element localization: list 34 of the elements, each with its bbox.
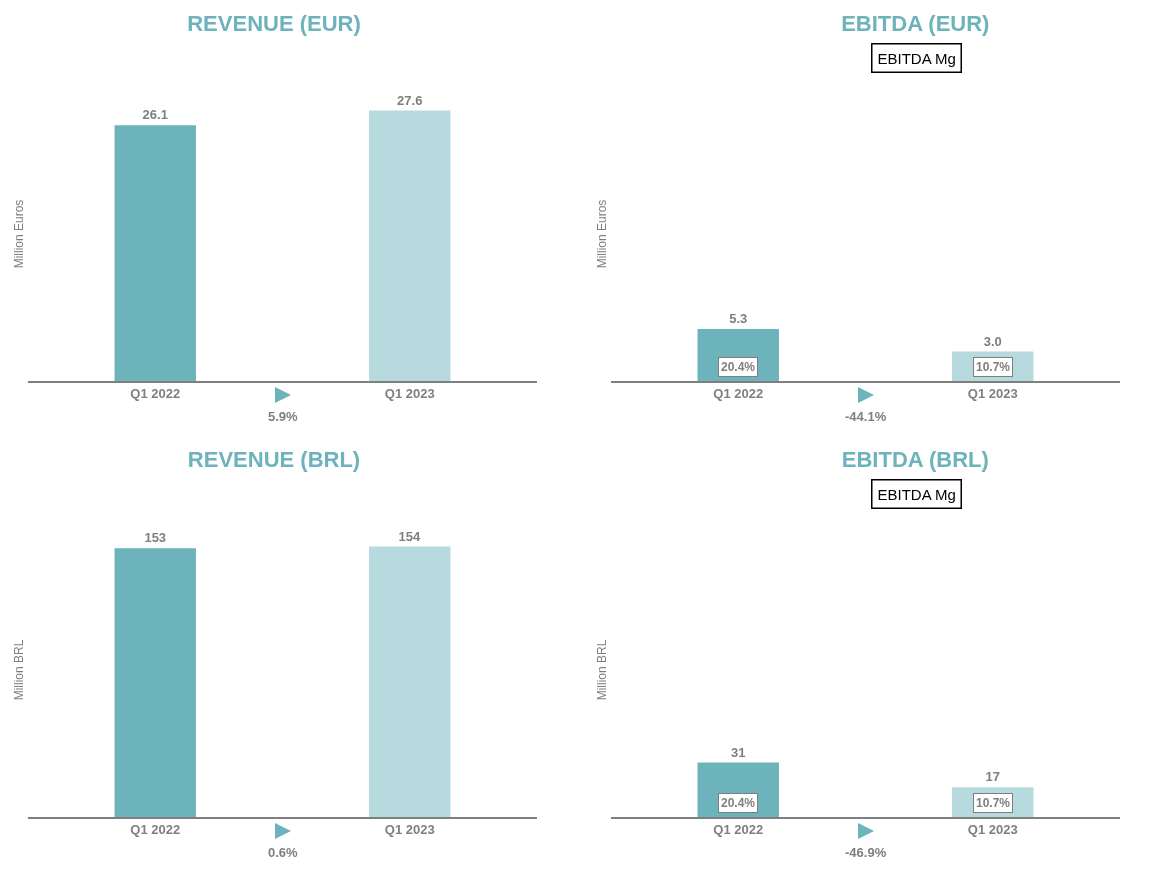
- annotation: 20.4%: [721, 796, 756, 810]
- text: -46.9%: [845, 845, 887, 860]
- annotation: 10.7%: [976, 360, 1011, 374]
- data-label: 17: [985, 769, 1000, 785]
- chart-title: EBITDA (EUR): [841, 11, 990, 37]
- x-tick-label: Q1 2023: [967, 822, 1018, 838]
- x-tick-label: Q1 2022: [130, 822, 181, 838]
- x-tick-label: Q1 2022: [713, 822, 764, 838]
- y-axis-title: Million BRL: [12, 639, 27, 701]
- data-label: 31: [731, 744, 746, 760]
- x-tick-label: Q1 2023: [967, 386, 1018, 402]
- chart-title: EBITDA (BRL): [841, 447, 989, 473]
- data-label: 154: [398, 528, 421, 544]
- text: 0.6%: [268, 845, 299, 860]
- y-axis-title: Million BRL: [595, 639, 610, 701]
- x-tick-label: Q1 2023: [384, 822, 435, 838]
- data-label: 153: [144, 530, 167, 546]
- chart-title: REVENUE (BRL): [187, 447, 361, 473]
- text: EBITDA Mg: [877, 485, 956, 503]
- data-label: 26.1: [142, 107, 168, 123]
- data-label: 5.3: [729, 311, 748, 327]
- text: 5.9%: [268, 409, 299, 424]
- annotation: 10.7%: [976, 796, 1011, 810]
- text: -44.1%: [845, 409, 887, 424]
- x-tick-label: Q1 2022: [713, 386, 764, 402]
- y-axis-title: Million Euros: [595, 199, 610, 269]
- annotation: 20.4%: [721, 360, 756, 374]
- data-label: 3.0: [983, 333, 1002, 349]
- y-axis-title: Million Euros: [12, 199, 27, 269]
- data-label: 27.6: [397, 92, 423, 108]
- chart-title: REVENUE (EUR): [187, 11, 361, 37]
- x-tick-label: Q1 2022: [130, 386, 181, 402]
- text: EBITDA Mg: [877, 49, 956, 67]
- x-tick-label: Q1 2023: [384, 386, 435, 402]
